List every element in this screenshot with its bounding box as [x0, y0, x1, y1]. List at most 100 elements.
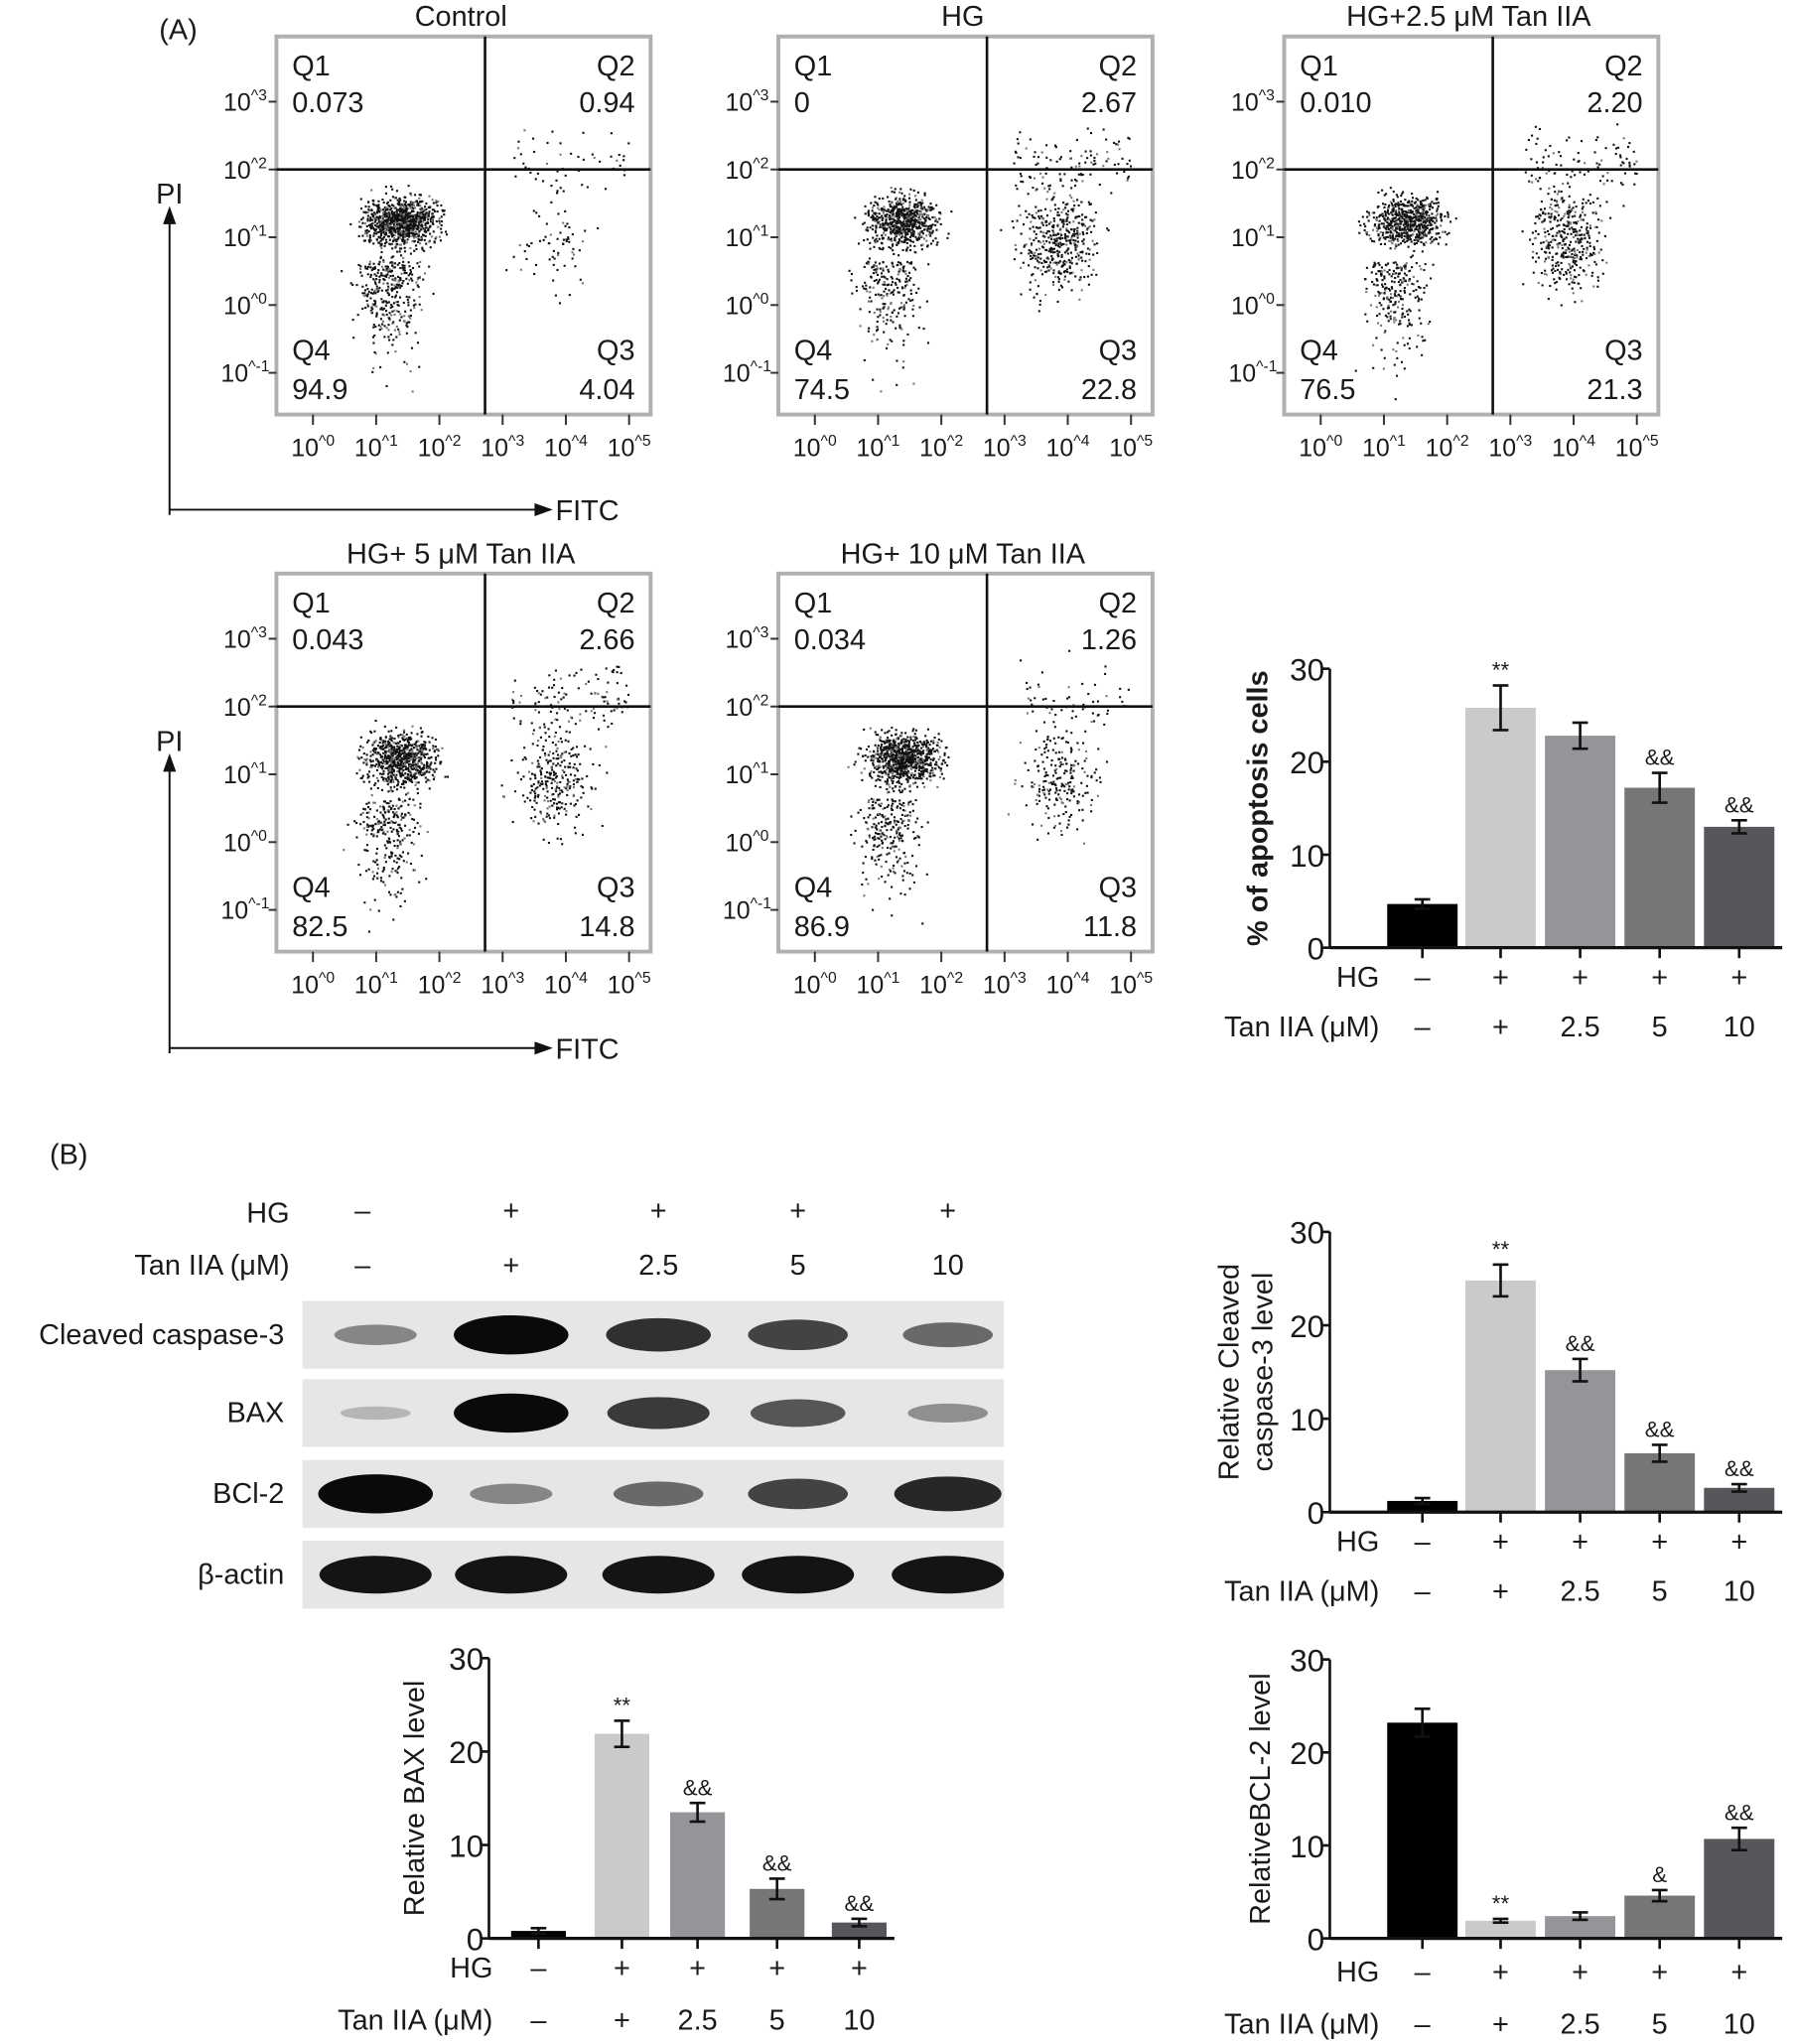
- scatter-point: [383, 884, 387, 886]
- scatter-point: [883, 208, 887, 211]
- scatter-point: [1081, 180, 1084, 183]
- scatter-point: [1121, 157, 1124, 160]
- scatter-point: [1117, 163, 1120, 166]
- scatter-point: [885, 346, 889, 349]
- scatter-point: [1536, 215, 1539, 218]
- scatter-point: [1049, 159, 1052, 162]
- flow-panel-title: HG: [941, 1, 984, 33]
- scatter-point: [1577, 152, 1580, 155]
- scatter-point: [871, 266, 874, 269]
- scatter-point: [882, 197, 885, 200]
- scatter-point: [898, 268, 901, 271]
- scatter-point: [911, 208, 914, 211]
- scatter-point: [407, 777, 411, 780]
- scatter-point: [1421, 353, 1424, 356]
- scatter-point: [411, 231, 415, 234]
- scatter-point: [364, 870, 368, 873]
- scatter-point: [426, 830, 429, 834]
- scatter-point: [1379, 242, 1383, 246]
- scatter-point: [418, 365, 421, 368]
- scatter-point: [874, 239, 877, 242]
- scatter-point: [1592, 245, 1595, 248]
- scatter-point: [505, 269, 508, 272]
- scatter-point: [368, 236, 371, 239]
- scatter-point: [417, 223, 421, 226]
- scatter-point: [1061, 225, 1064, 228]
- scatter-point: [380, 232, 383, 235]
- scatter-point: [883, 275, 886, 278]
- scatter-point: [879, 308, 882, 311]
- scatter-point: [885, 233, 888, 236]
- scatter-point: [1058, 173, 1061, 176]
- scatter-point: [1052, 225, 1055, 229]
- scatter-point: [892, 243, 895, 246]
- scatter-point: [905, 209, 908, 212]
- scatter-point: [1040, 221, 1043, 224]
- scatter-point: [408, 233, 411, 236]
- scatter-point: [889, 216, 892, 219]
- scatter-point: [1058, 237, 1062, 240]
- scatter-point: [885, 209, 889, 212]
- scatter-point: [924, 227, 927, 230]
- scatter-point: [1423, 269, 1426, 272]
- scatter-point: [1424, 220, 1427, 223]
- scatter-point: [398, 840, 401, 843]
- scatter-point: [1433, 238, 1436, 241]
- scatter-point: [897, 221, 899, 224]
- scatter-point: [401, 203, 404, 205]
- scatter-point: [878, 262, 882, 265]
- scatter-point: [867, 209, 870, 212]
- scatter-point: [1035, 259, 1039, 262]
- scatter-point: [903, 199, 906, 202]
- scatter-point: [429, 767, 432, 770]
- scatter-point: [554, 731, 557, 735]
- scatter-point: [383, 242, 387, 245]
- scatter-point: [1543, 260, 1547, 263]
- scatter-point: [1062, 208, 1065, 211]
- scatter-point: [519, 694, 523, 698]
- scatter-point: [414, 244, 418, 247]
- scatter-point: [1409, 234, 1412, 237]
- scatter-point: [1606, 179, 1609, 182]
- scatter-point: [1403, 287, 1406, 290]
- scatter-point: [405, 332, 408, 335]
- scatter-point: [360, 218, 363, 221]
- scatter-point: [1418, 286, 1422, 289]
- scatter-point: [414, 768, 417, 771]
- scatter-point: [400, 215, 403, 218]
- scatter-point: [1052, 196, 1055, 199]
- scatter-point: [1058, 245, 1061, 248]
- scatter-point: [905, 224, 908, 228]
- scatter-point: [873, 279, 876, 283]
- scatter-point: [1063, 263, 1066, 266]
- scatter-point: [930, 224, 933, 227]
- scatter-point: [421, 225, 424, 228]
- scatter-point: [1413, 212, 1416, 215]
- scatter-point: [574, 753, 577, 756]
- scatter-point: [915, 219, 918, 222]
- scatter-point: [568, 226, 571, 229]
- scatter-point: [398, 823, 401, 826]
- scatter-point: [1071, 207, 1074, 210]
- scatter-point: [1051, 247, 1054, 250]
- scatter-point: [1395, 272, 1398, 275]
- scatter-point: [1408, 319, 1411, 322]
- scatter-point: [387, 890, 391, 893]
- scatter-point: [1584, 162, 1587, 165]
- scatter-point: [1619, 156, 1622, 159]
- scatter-point: [424, 226, 427, 229]
- scatter-point: [401, 770, 404, 773]
- scatter-point: [380, 307, 383, 310]
- scatter-point: [1384, 283, 1387, 286]
- scatter-point: [1384, 212, 1387, 215]
- scatter-point: [899, 302, 903, 305]
- scatter-point: [550, 185, 553, 188]
- scatter-point: [874, 241, 877, 244]
- scatter-point: [422, 210, 425, 213]
- scatter-point: [381, 274, 384, 277]
- scatter-point: [1413, 228, 1416, 232]
- scatter-point: [1389, 300, 1393, 303]
- scatter-point: [1391, 242, 1394, 245]
- scatter-point: [1391, 280, 1394, 283]
- scatter-point: [421, 771, 424, 774]
